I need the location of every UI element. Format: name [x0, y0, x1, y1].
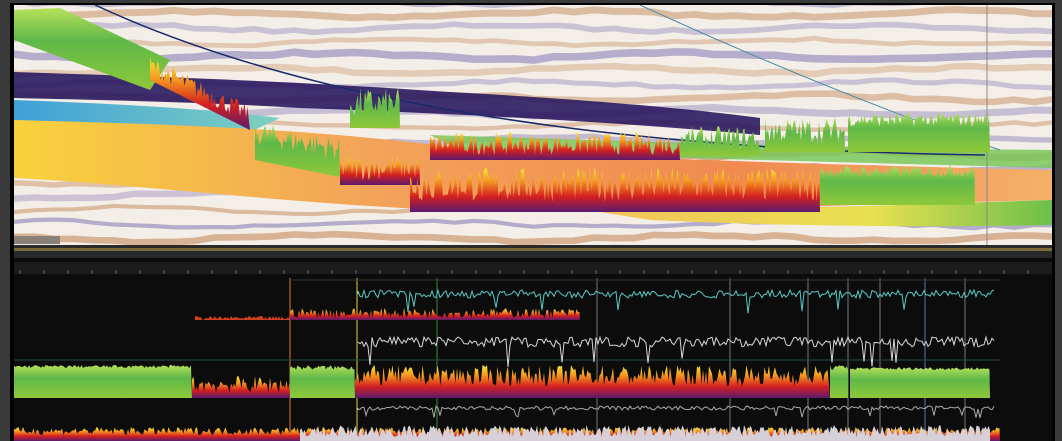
log-trace	[848, 112, 990, 152]
log-trace	[290, 308, 580, 320]
log-trace	[830, 365, 848, 398]
log-trace	[300, 425, 990, 441]
seismic-reflector	[14, 21, 1052, 36]
seismic-panel	[14, 5, 1052, 245]
log-trace	[430, 132, 680, 160]
grey-log	[357, 405, 995, 419]
lower-layer	[600, 200, 1052, 227]
log-trace	[350, 88, 400, 128]
scale-badge	[14, 236, 60, 244]
log-trace	[192, 376, 290, 398]
log-trace	[14, 365, 192, 398]
scroll-bar	[14, 248, 1052, 251]
depth-ruler	[14, 262, 1052, 274]
log-background	[14, 258, 1052, 441]
log-trace	[680, 126, 760, 156]
log-trace	[355, 365, 830, 398]
log-trace	[340, 155, 420, 185]
seismic-reflector	[14, 48, 1052, 64]
cyan-log	[357, 288, 995, 314]
log-trace	[410, 167, 820, 212]
white-log	[357, 335, 995, 367]
seismic-reflector	[14, 62, 1052, 78]
log-trace	[195, 316, 290, 320]
seismic-reflector	[14, 230, 1052, 245]
log-trace	[820, 165, 975, 205]
log-trace	[765, 117, 845, 152]
seismic-reflector	[14, 35, 1052, 49]
seismic-reflector	[14, 6, 1052, 22]
log-panel	[14, 258, 1052, 441]
panel-divider	[14, 245, 1052, 258]
log-trace	[850, 367, 990, 398]
green-block	[14, 8, 170, 90]
log-trace	[150, 56, 250, 130]
log-trace	[290, 365, 355, 398]
log-trace	[255, 120, 340, 177]
